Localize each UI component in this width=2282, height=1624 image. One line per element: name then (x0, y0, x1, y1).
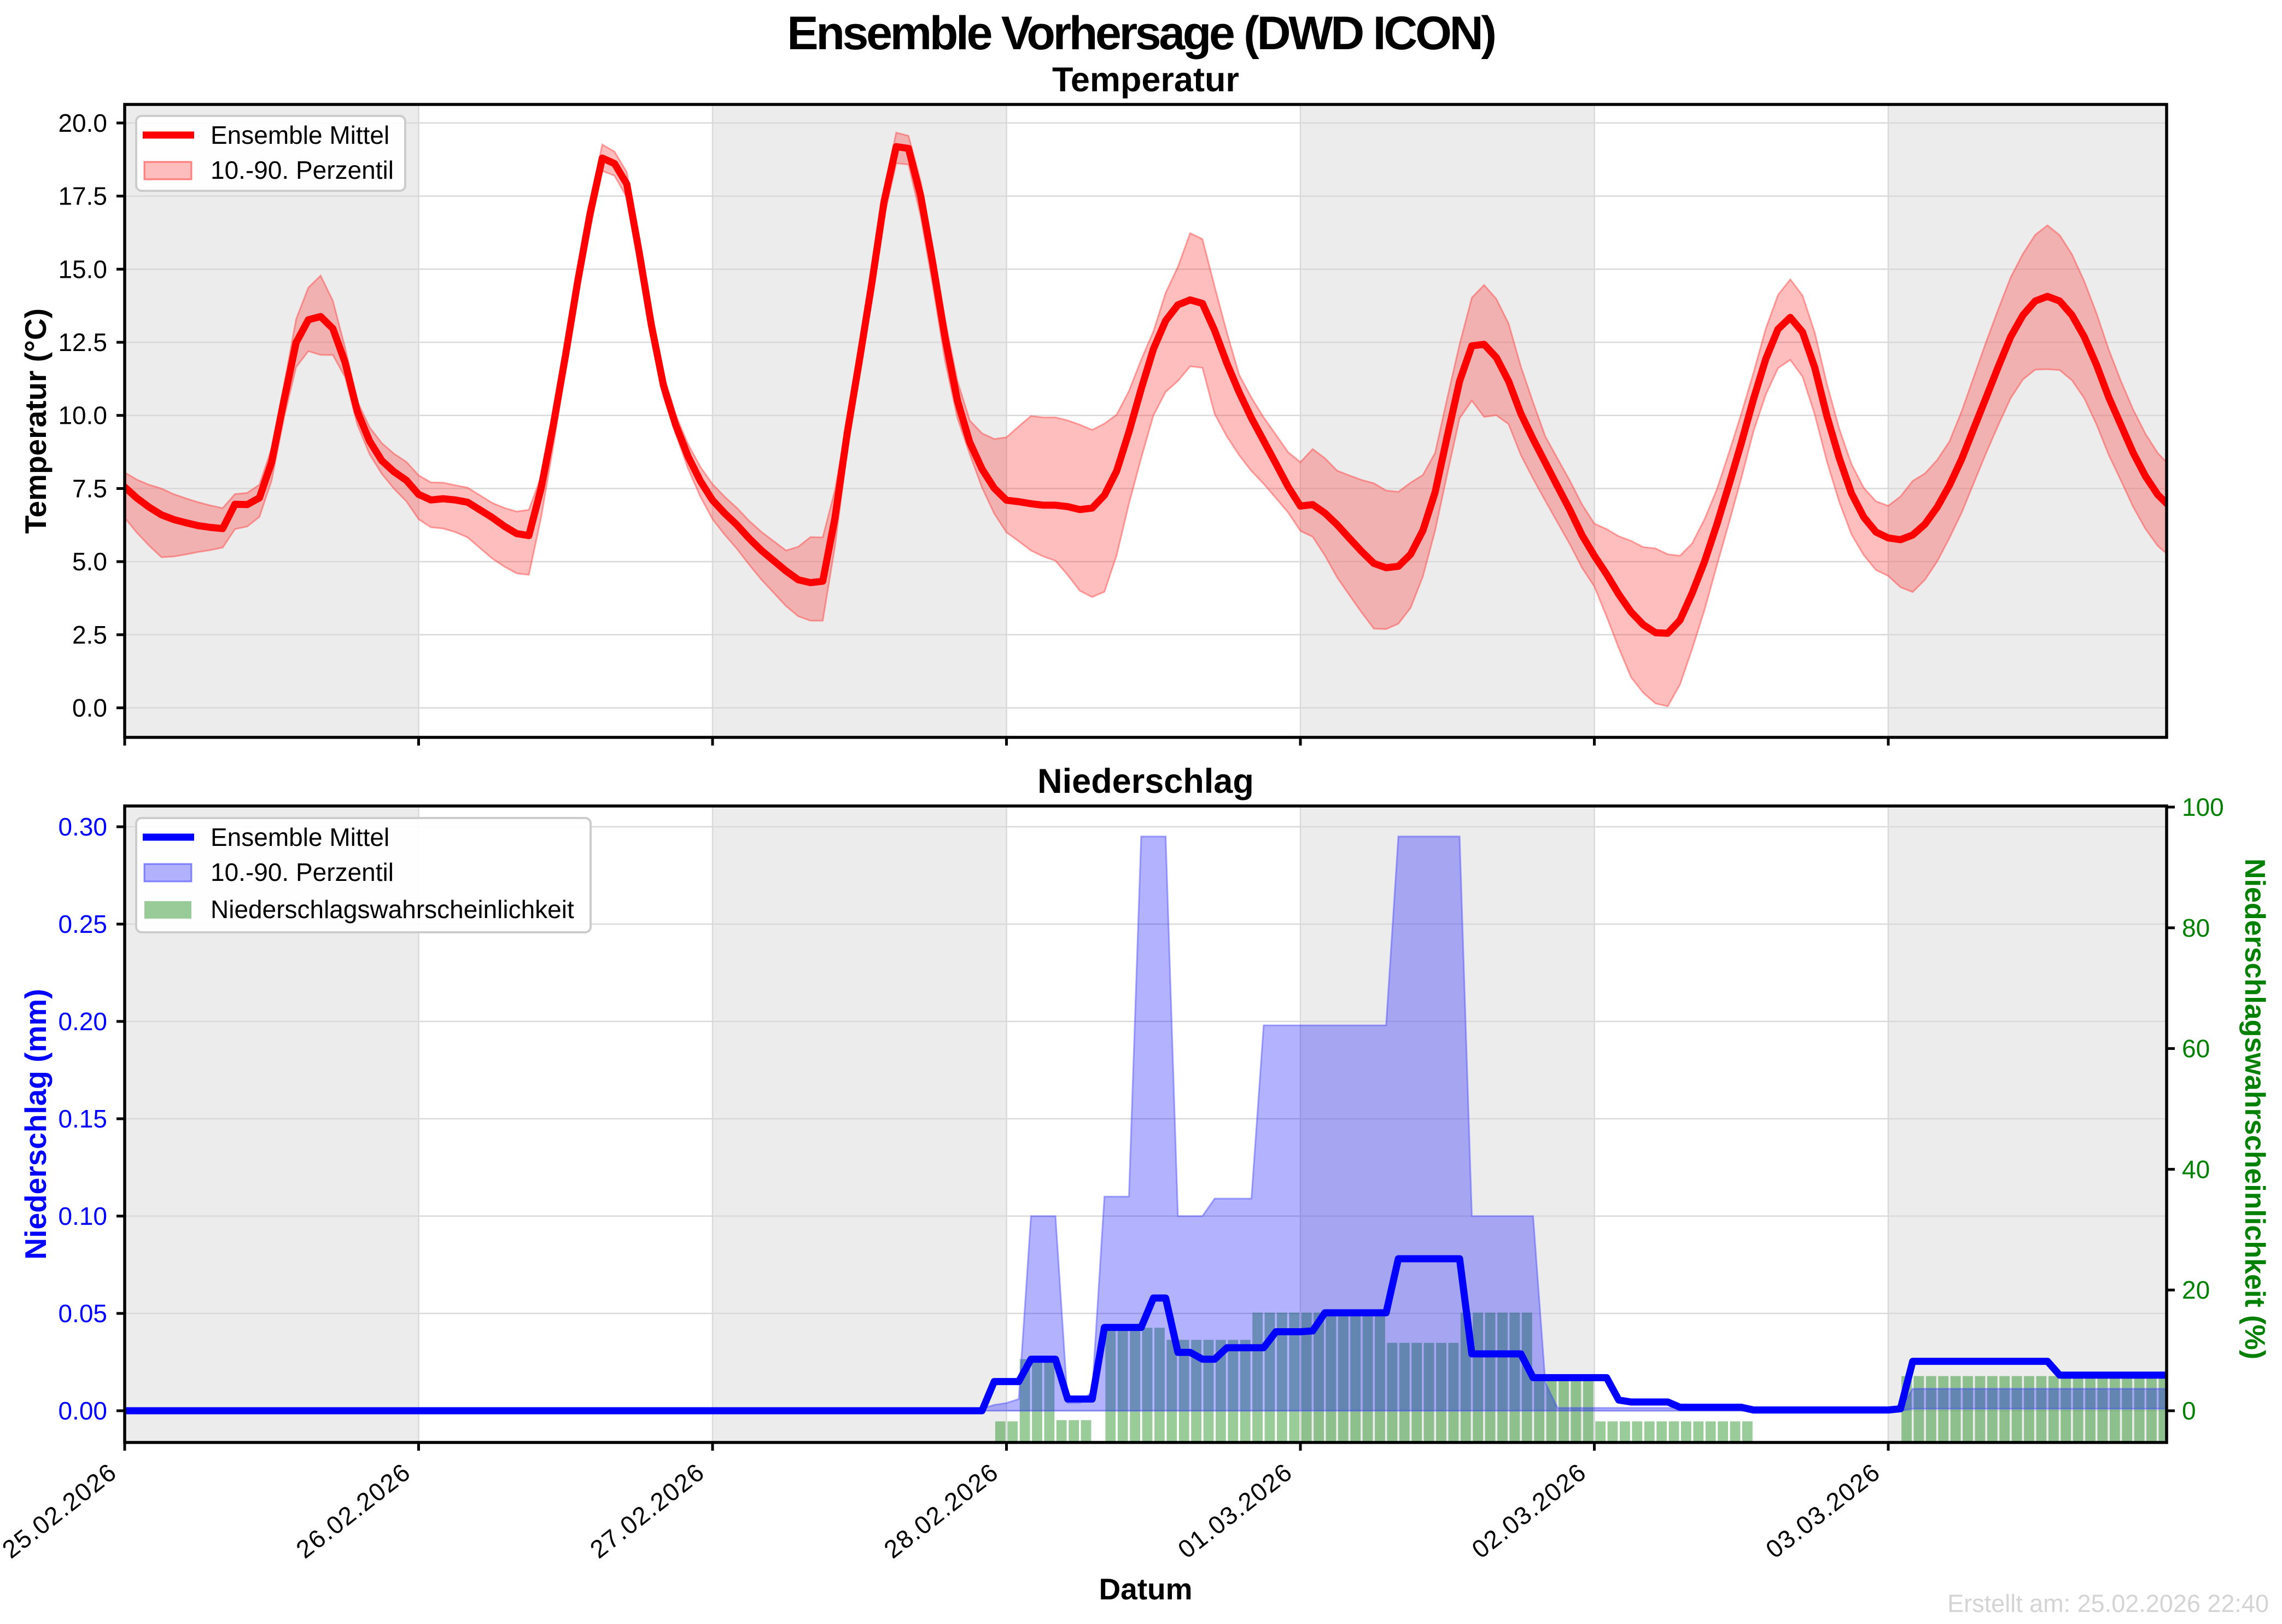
svg-text:Niederschlagswahrscheinlichkei: Niederschlagswahrscheinlichkeit (%) (2239, 858, 2271, 1359)
svg-text:0.15: 0.15 (58, 1105, 107, 1133)
svg-text:17.5: 17.5 (58, 182, 107, 211)
svg-text:0.10: 0.10 (58, 1202, 107, 1230)
svg-text:0: 0 (2182, 1397, 2196, 1425)
svg-text:Temperatur: Temperatur (1052, 61, 1239, 99)
svg-text:Temperatur (°C): Temperatur (°C) (19, 308, 52, 534)
svg-text:20: 20 (2182, 1276, 2210, 1304)
svg-text:100: 100 (2182, 793, 2224, 821)
svg-text:10.-90. Perzentil: 10.-90. Perzentil (211, 156, 394, 184)
svg-text:40: 40 (2182, 1155, 2210, 1183)
svg-text:60: 60 (2182, 1035, 2210, 1063)
svg-text:Niederschlag: Niederschlag (1037, 762, 1254, 801)
svg-text:10.-90. Perzentil: 10.-90. Perzentil (211, 858, 394, 886)
svg-text:0.20: 0.20 (58, 1007, 107, 1036)
svg-text:12.5: 12.5 (58, 328, 107, 357)
svg-text:80: 80 (2182, 914, 2210, 942)
svg-text:Niederschlagswahrscheinlichkei: Niederschlagswahrscheinlichkeit (211, 895, 574, 924)
svg-text:Ensemble Mittel: Ensemble Mittel (211, 823, 389, 851)
svg-text:0.0: 0.0 (72, 694, 107, 722)
svg-text:5.0: 5.0 (72, 547, 107, 576)
svg-text:10.0: 10.0 (58, 401, 107, 430)
svg-text:Niederschlag (mm): Niederschlag (mm) (19, 989, 52, 1259)
svg-text:Ensemble Mittel: Ensemble Mittel (211, 121, 389, 149)
svg-text:Ensemble Vorhersage (DWD ICON): Ensemble Vorhersage (DWD ICON) (787, 7, 1495, 60)
svg-text:0.00: 0.00 (58, 1397, 107, 1425)
svg-text:Erstellt am: 25.02.2026 22:40: Erstellt am: 25.02.2026 22:40 (1947, 1590, 2269, 1617)
svg-text:7.5: 7.5 (72, 474, 107, 503)
svg-text:2.5: 2.5 (72, 621, 107, 649)
svg-text:15.0: 15.0 (58, 255, 107, 283)
svg-text:Datum: Datum (1099, 1572, 1192, 1606)
svg-text:0.25: 0.25 (58, 910, 107, 938)
svg-text:0.30: 0.30 (58, 813, 107, 841)
svg-text:20.0: 20.0 (58, 109, 107, 137)
svg-text:0.05: 0.05 (58, 1299, 107, 1328)
